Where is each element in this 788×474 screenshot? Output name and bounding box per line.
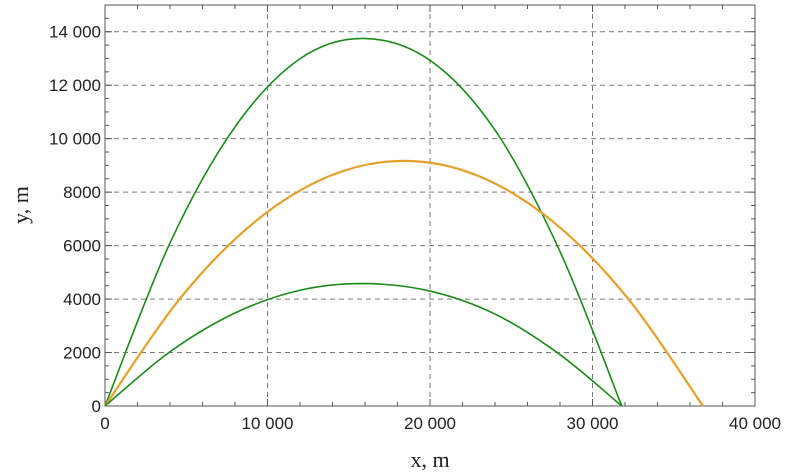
ticks (104, 4, 756, 407)
x-tick-label: 20 000 (404, 414, 456, 433)
tick-labels: 0 10 000 20 000 30 000 40 000 0 2000 4000 6000 80… (49, 23, 781, 433)
y-tick-label: 10 000 (49, 130, 101, 149)
y-tick-label: 2000 (63, 344, 101, 363)
x-tick-label: 30 000 (567, 414, 619, 433)
series (104, 37, 704, 407)
y-tick-label: 12 000 (49, 76, 101, 95)
series-line-2 (104, 159, 704, 407)
y-tick-label: 4000 (63, 290, 101, 309)
series-line-3 (104, 282, 623, 407)
series-line-1 (104, 37, 623, 407)
y-tick-label: 14 000 (49, 23, 101, 42)
y-tick-label: 0 (92, 397, 101, 416)
y-tick-label: 6000 (63, 237, 101, 256)
x-tick-label: 10 000 (242, 414, 294, 433)
x-tick-label: 0 (100, 414, 109, 433)
x-axis-label: x, m (410, 447, 449, 472)
grid (105, 5, 755, 406)
y-axis-label: y, m (8, 186, 33, 224)
x-tick-label: 40 000 (729, 414, 781, 433)
y-tick-label: 8000 (63, 183, 101, 202)
